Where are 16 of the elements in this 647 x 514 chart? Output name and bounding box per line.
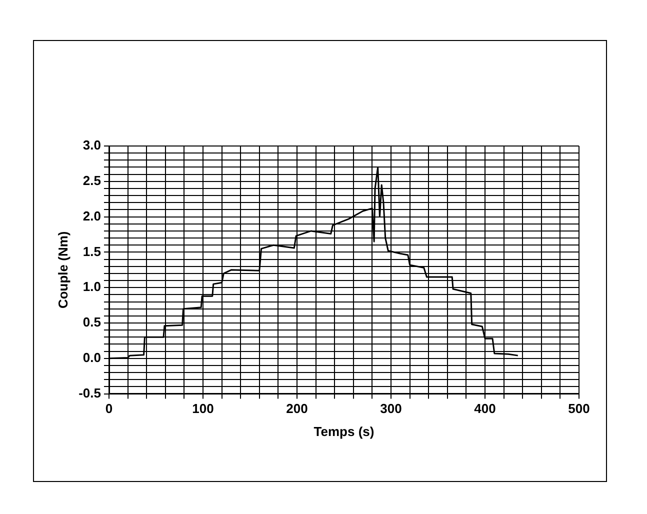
x-tick-label: 100 bbox=[192, 401, 214, 416]
y-tick-label: 2.0 bbox=[82, 208, 101, 224]
y-tick-label: 2.5 bbox=[82, 172, 101, 188]
y-tick-label: 1.5 bbox=[82, 244, 101, 259]
x-tick-label: 200 bbox=[286, 401, 308, 416]
x-tick-label: 300 bbox=[380, 401, 402, 416]
x-axis-title: Temps (s) bbox=[314, 424, 374, 439]
y-tick-label: 0.0 bbox=[82, 350, 101, 365]
x-tick-label: 0 bbox=[105, 401, 113, 416]
x-tick-label: 400 bbox=[474, 401, 496, 416]
y-tick-label: -0.5 bbox=[78, 385, 101, 400]
y-tick-label: 0.5 bbox=[82, 314, 101, 330]
y-axis-title: Couple (Nm) bbox=[55, 231, 70, 309]
x-tick-label: 500 bbox=[568, 401, 590, 416]
y-tick-label: 3.0 bbox=[82, 138, 101, 153]
y-tick-label: 1.0 bbox=[82, 279, 101, 294]
